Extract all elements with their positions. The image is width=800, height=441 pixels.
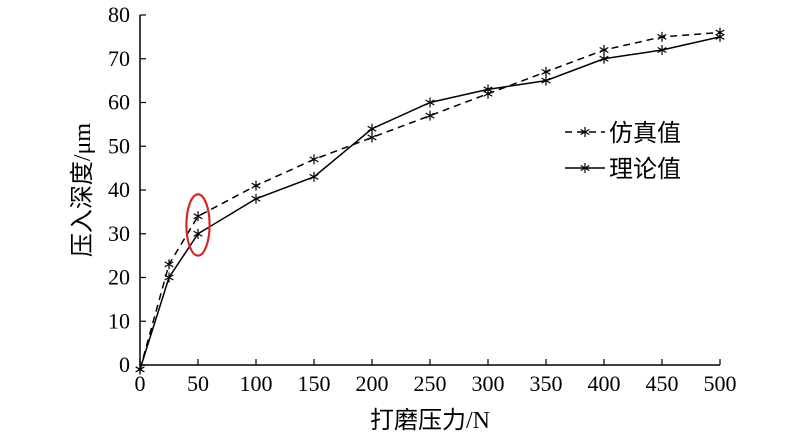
data-point-theoretical [541, 75, 551, 86]
data-point-simulated [657, 31, 667, 42]
y-tick-label: 20 [108, 265, 130, 290]
x-tick-label: 150 [298, 371, 331, 396]
data-point-theoretical [251, 193, 261, 204]
x-tick-label: 250 [414, 371, 447, 396]
y-tick-label: 10 [108, 308, 130, 333]
x-tick-label: 0 [135, 371, 146, 396]
y-tick-label: 30 [108, 221, 130, 246]
data-point-simulated [164, 259, 174, 270]
ticks: 0 50 100 150 200 250 300 350 400 450 500 0 10 20 30 40 5… [108, 2, 737, 396]
series-group [135, 27, 725, 375]
annotation-group [185, 193, 211, 257]
data-point-simulated [309, 154, 319, 165]
axes [139, 15, 720, 366]
series-line-simulated [139, 31, 721, 370]
data-point-theoretical [164, 272, 174, 283]
x-tick-label: 300 [472, 371, 505, 396]
y-tick-label: 0 [119, 352, 130, 377]
data-point-simulated [599, 45, 609, 55]
data-point-simulated [541, 66, 551, 77]
y-tick-label: 70 [108, 46, 130, 71]
series-line-theoretical [139, 36, 721, 370]
data-point-simulated [251, 180, 261, 191]
x-tick-label: 50 [187, 371, 209, 396]
legend-marker [580, 127, 590, 137]
data-point-theoretical [193, 228, 203, 239]
data-point-theoretical [135, 364, 145, 375]
legend-label-theoretical: 理论值 [609, 156, 681, 183]
data-point-theoretical [483, 84, 493, 95]
data-point-simulated [367, 132, 377, 143]
data-point-theoretical [425, 97, 435, 108]
data-point-theoretical [599, 53, 609, 64]
x-axis-title: 打磨压力/N [370, 407, 490, 434]
data-point-theoretical [657, 45, 667, 55]
data-point-simulated [193, 211, 203, 222]
x-tick-label: 400 [588, 371, 621, 396]
x-tick-label: 500 [704, 371, 737, 396]
legend-marker [580, 163, 590, 173]
data-point-theoretical [309, 171, 319, 182]
y-axis-title: 压入深度/μm [69, 123, 96, 258]
y-tick-label: 80 [108, 2, 130, 27]
data-point-theoretical [367, 123, 377, 134]
data-point-simulated [425, 110, 435, 121]
x-tick-label: 450 [646, 371, 679, 396]
y-tick-label: 60 [108, 90, 130, 115]
highlight-ellipse [185, 193, 211, 257]
x-tick-label: 350 [530, 371, 563, 396]
legend-label-simulated: 仿真值 [609, 120, 681, 147]
legend: 仿真值 理论值 [565, 120, 681, 183]
y-tick-label: 50 [108, 133, 130, 158]
data-point-theoretical [715, 31, 725, 42]
y-tick-label: 40 [108, 177, 130, 202]
x-tick-label: 200 [356, 371, 389, 396]
x-tick-label: 100 [240, 371, 273, 396]
